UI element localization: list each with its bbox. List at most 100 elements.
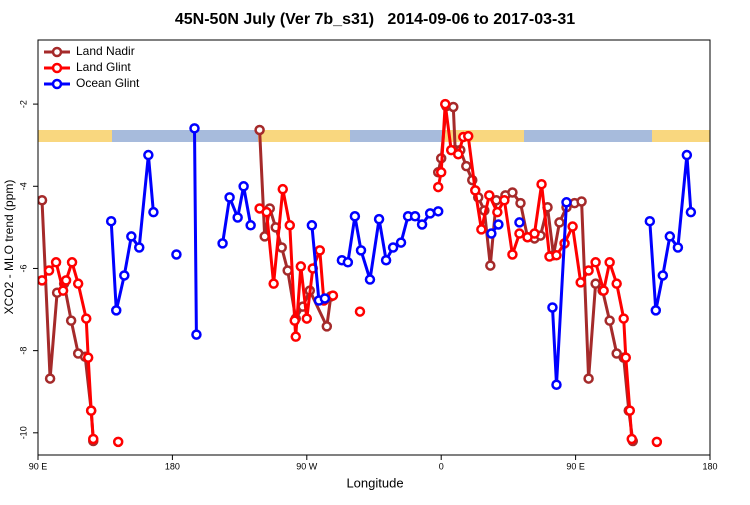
data-point [126,231,137,242]
data-point [624,405,636,416]
data-point [112,436,124,448]
data-point [507,187,518,198]
data-point [554,217,565,228]
data-point [354,306,366,317]
y-tick-label: -10 [18,426,28,439]
data-point [189,123,200,134]
x-tick-label: 90 W [296,461,318,471]
data-point [143,149,154,161]
data-point [604,315,615,326]
legend-marker [51,78,63,90]
data-point [276,242,287,253]
data-point [50,257,62,268]
data-point [355,245,367,256]
data-point [373,213,385,225]
x-tick-label: 180 [165,461,180,471]
data-point [514,228,525,239]
data-point [469,185,481,196]
data-point [314,245,326,256]
data-point [80,313,92,324]
data-point [259,231,270,242]
data-point [515,197,526,209]
data-point [72,278,84,289]
data-point [650,305,662,316]
data-point [349,211,361,222]
data-point [611,278,622,289]
data-point [238,181,249,192]
data-point [409,211,421,222]
data-point [224,192,235,203]
data-point [529,228,540,239]
data-point [191,329,202,340]
data-point [148,206,159,218]
legend-marker [51,62,63,74]
series-layer [38,98,697,448]
data-point [492,206,503,218]
data-point [380,254,392,266]
x-tick-label: 90 E [29,461,48,471]
data-point [561,197,572,208]
data-point [290,331,301,342]
data-point [416,219,428,230]
data-point [301,313,313,324]
data-point [626,433,637,445]
data-point [514,217,525,228]
data-point [387,242,399,253]
data-point [551,250,562,261]
chart-title: 45N-50N July (Ver 7b_s31) 2014-09-06 to … [175,11,575,28]
data-point [171,249,182,260]
data-point [268,278,279,289]
data-point [284,220,296,231]
legend-marker [51,46,63,58]
data-point [685,206,697,218]
data-point [364,274,376,285]
x-tick-label: 180 [702,461,717,471]
data-point [598,285,609,296]
data-point [254,124,265,136]
data-point [38,194,48,206]
data-point [476,224,487,235]
data-point [486,228,497,239]
y-tick-label: -4 [18,182,28,190]
data-point [452,148,464,160]
data-point [462,130,474,142]
data-point [282,265,293,276]
data-point [493,219,504,230]
x-tick-label: 0 [439,461,444,471]
data-point [551,379,562,390]
data-point [536,178,547,190]
data-point [82,352,94,363]
data-point [547,302,558,313]
legend-label: Land Nadir [76,44,135,58]
data-point [232,212,243,223]
y-tick-label: -2 [18,100,28,108]
data-point [424,208,436,219]
data-point [604,257,615,268]
data-point [319,293,331,304]
plot-frame [37,39,711,456]
data-point [133,242,145,253]
data-point [576,196,587,207]
data-point [105,215,117,227]
data-point [672,242,684,253]
data-point [65,315,77,326]
data-point [461,160,472,172]
data-point [618,313,629,324]
data-point [85,405,97,416]
data-point [664,231,676,242]
data-point [485,260,496,271]
data-point [289,315,300,326]
plot-area [38,98,697,448]
data-point [88,433,99,445]
data-point [432,206,444,217]
data-point [306,220,318,231]
y-axis-label: XCO2 - MLO trend (ppm) [2,180,16,315]
legend-label: Ocean Glint [76,76,140,90]
data-point [620,352,632,363]
data-point [583,265,594,276]
data-point [342,257,354,268]
data-point [119,270,130,281]
data-point [590,278,601,289]
data-point [245,220,256,231]
